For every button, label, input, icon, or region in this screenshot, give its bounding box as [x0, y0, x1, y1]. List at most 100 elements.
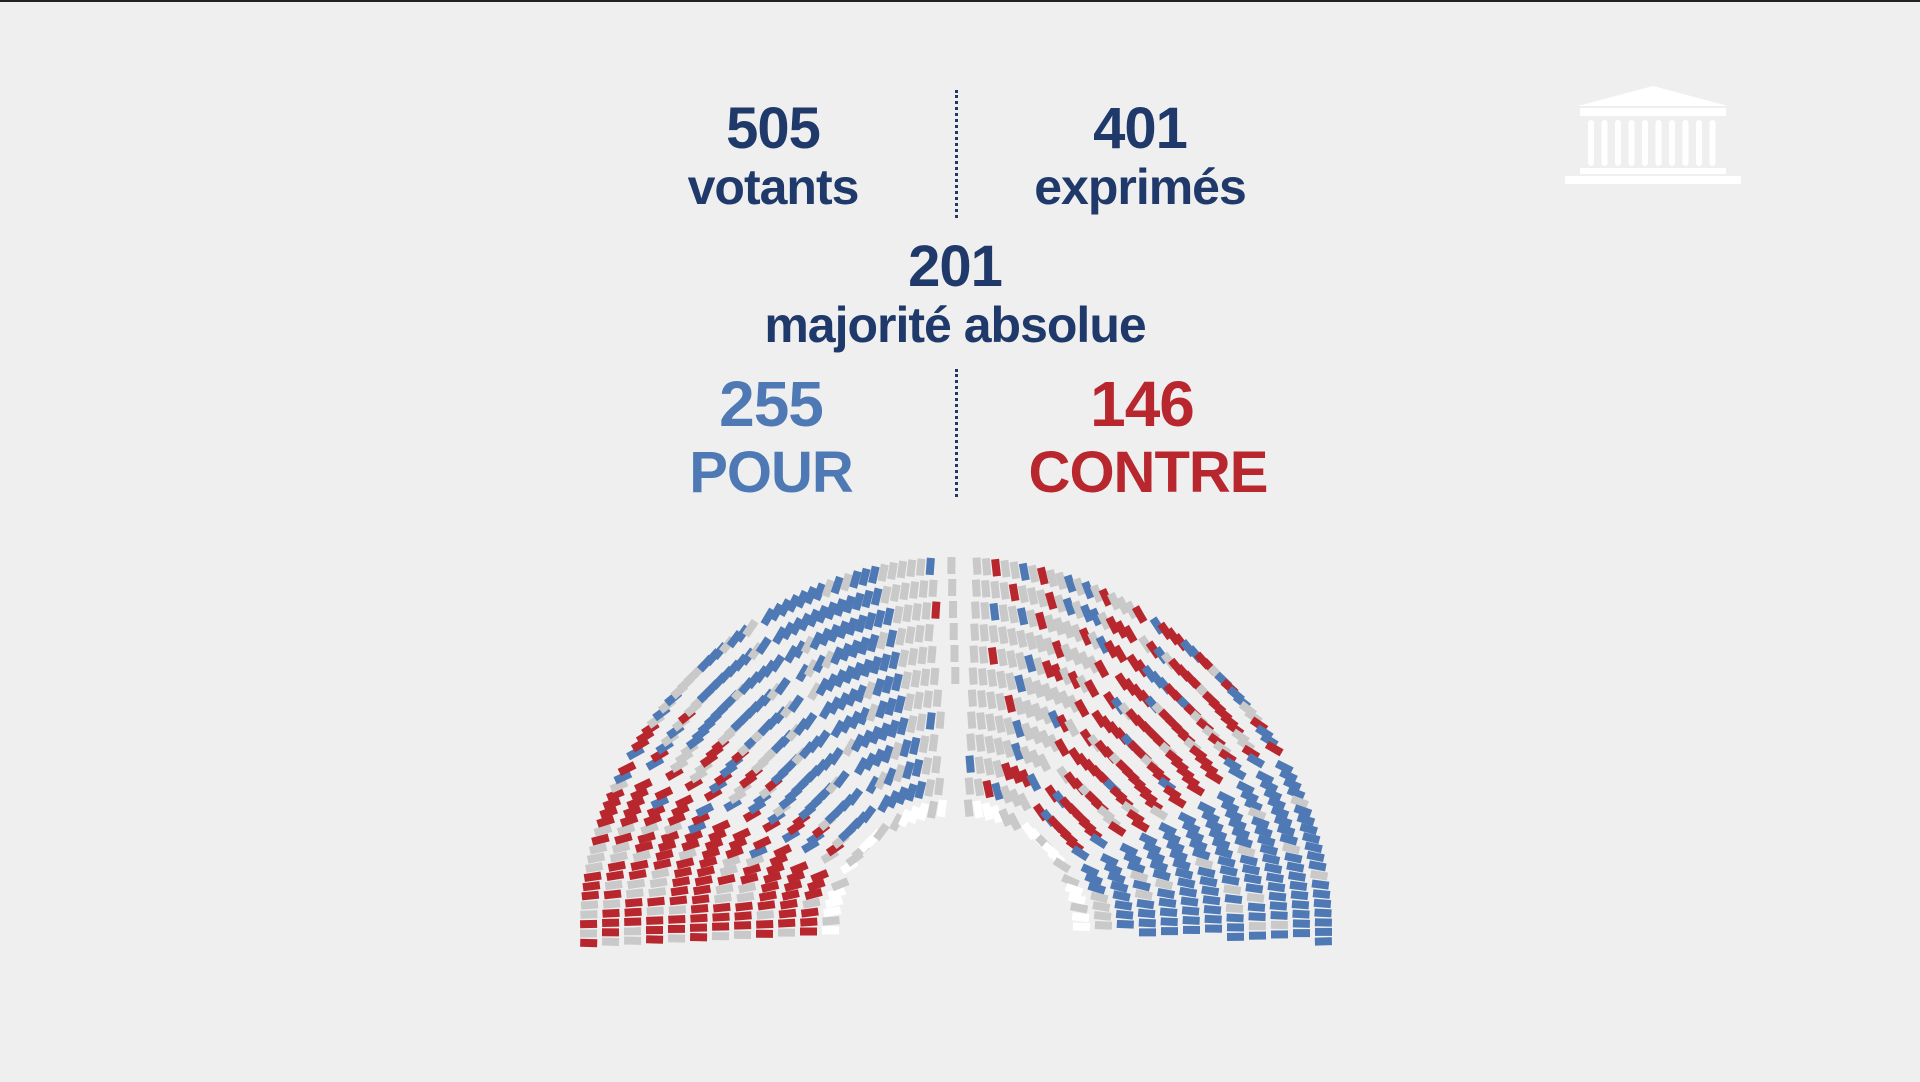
seat	[633, 778, 653, 793]
seat	[1075, 674, 1091, 694]
seat	[1014, 674, 1027, 693]
seat	[613, 769, 633, 785]
seat	[719, 864, 738, 877]
seat	[591, 833, 610, 846]
seat	[609, 778, 629, 793]
seat	[1084, 679, 1100, 698]
seat	[909, 736, 921, 756]
seat	[1308, 860, 1327, 872]
seat	[1314, 937, 1333, 946]
seat	[852, 592, 865, 611]
seat	[971, 579, 981, 597]
seat	[623, 936, 642, 945]
seat	[766, 862, 785, 876]
seat	[1208, 827, 1228, 842]
seat	[1154, 878, 1174, 891]
seat	[623, 927, 642, 936]
seat	[736, 891, 755, 903]
seat	[1291, 900, 1310, 910]
seat	[1138, 832, 1158, 847]
seat	[1256, 834, 1276, 848]
seat	[1160, 927, 1179, 936]
seat	[963, 799, 974, 817]
seat	[845, 687, 860, 707]
seat	[809, 631, 825, 651]
for-count: 255	[719, 368, 824, 440]
seat	[968, 667, 978, 685]
seat	[1169, 848, 1188, 863]
seat	[1194, 856, 1214, 870]
seat	[1046, 733, 1062, 753]
seat	[1071, 845, 1090, 862]
seat	[1246, 753, 1266, 769]
seat	[781, 889, 800, 901]
seat	[1188, 838, 1208, 852]
seat	[1197, 801, 1216, 816]
seat	[830, 575, 844, 595]
seat	[643, 813, 663, 827]
seat	[981, 557, 992, 576]
seat	[1080, 603, 1095, 623]
seat	[974, 756, 985, 775]
seat	[1029, 725, 1044, 745]
seat	[1070, 623, 1085, 643]
seat	[1315, 927, 1332, 936]
seat	[1131, 817, 1150, 833]
seat	[1202, 895, 1221, 906]
logo-columns	[1588, 120, 1716, 166]
seat	[1044, 591, 1058, 611]
seat	[1008, 788, 1023, 808]
seat	[1290, 890, 1309, 901]
seat	[818, 627, 833, 647]
seat	[976, 712, 987, 730]
seat	[1036, 589, 1049, 608]
seat	[1199, 876, 1218, 888]
seat	[655, 848, 674, 862]
seat	[917, 802, 930, 822]
seat	[1088, 607, 1104, 627]
seat	[626, 795, 646, 810]
seat	[925, 712, 936, 730]
seat	[789, 861, 809, 875]
seat	[803, 585, 818, 605]
seat	[989, 602, 1000, 621]
seat	[1057, 690, 1073, 709]
seat	[681, 838, 700, 852]
seat	[898, 808, 913, 828]
seat	[1204, 924, 1223, 933]
seat	[712, 922, 730, 931]
seat	[1286, 786, 1306, 801]
seat	[1126, 860, 1146, 875]
seat	[786, 870, 806, 884]
seat	[1115, 909, 1134, 920]
seat	[996, 670, 1008, 689]
seat	[616, 823, 636, 836]
seat	[779, 898, 798, 910]
seat	[862, 752, 878, 772]
seat	[1216, 790, 1236, 806]
seat	[1047, 709, 1063, 729]
seat	[999, 581, 1010, 600]
seat	[640, 822, 659, 836]
seat	[672, 876, 691, 888]
seat	[1276, 824, 1296, 837]
seat	[972, 557, 982, 575]
seat	[864, 611, 877, 631]
seat	[1052, 617, 1066, 636]
seat	[646, 916, 664, 925]
seat	[1018, 562, 1030, 581]
seat	[1292, 919, 1310, 928]
seat	[915, 713, 927, 732]
seat	[1034, 634, 1047, 653]
seat	[1296, 813, 1316, 827]
seat	[711, 819, 731, 834]
seat	[1065, 694, 1081, 714]
seat	[757, 900, 776, 911]
seat	[1156, 888, 1176, 899]
seat	[1053, 594, 1067, 613]
assembly-logo	[1565, 86, 1741, 184]
seat	[812, 582, 827, 602]
seat	[827, 623, 842, 643]
seat	[887, 719, 900, 739]
